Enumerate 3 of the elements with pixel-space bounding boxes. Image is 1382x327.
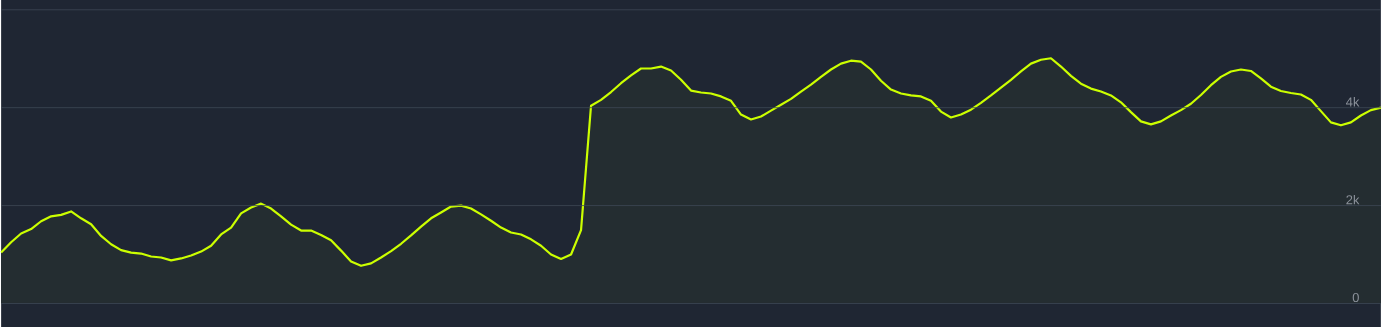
- y-tick-label: 2k: [1346, 194, 1360, 205]
- y-tick-label: 0: [1352, 292, 1359, 302]
- y-tick-label: 4k: [1346, 96, 1360, 107]
